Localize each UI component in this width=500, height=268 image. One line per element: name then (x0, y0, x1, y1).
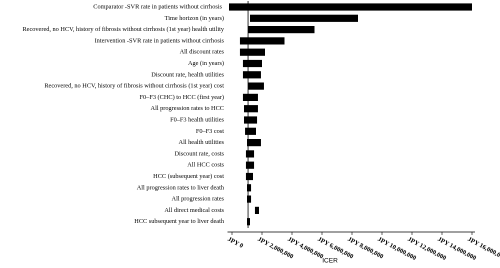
category-label: Recovered, no HCV, history of fibrosis w… (22, 26, 224, 33)
bar (245, 150, 255, 158)
bar (247, 218, 250, 226)
category-label: Time horizon (in years) (165, 15, 224, 22)
bar (247, 139, 261, 147)
category-label: All HCC costs (187, 162, 224, 169)
bar (248, 82, 264, 90)
category-label: All direct medical costs (164, 207, 224, 214)
category-label: All progression rates (172, 196, 225, 203)
bar (248, 26, 315, 34)
bar (245, 161, 255, 169)
category-label: Intervention -SVR rate in patients witho… (95, 37, 225, 44)
bar (242, 93, 258, 101)
x-axis-label: ICER (322, 258, 338, 265)
bar (245, 172, 253, 181)
bar (239, 48, 265, 56)
category-label: Recovered, no HCV, history of fibrosis w… (44, 83, 224, 90)
category-label: All progression rates to HCC (151, 105, 224, 112)
category-label: Discount rate, health utilities (151, 71, 224, 78)
category-label: HCC (subsequent year) cost (153, 173, 224, 180)
category-label: HCC subsequent year to liver death (134, 218, 225, 225)
category-label: Discount rate, costs (175, 150, 225, 157)
bar (229, 3, 472, 11)
category-label: F0–F3 (CHC) to HCC (first year) (140, 94, 224, 101)
bar (242, 71, 261, 79)
category-label: All discount rates (180, 49, 225, 56)
bar (239, 37, 285, 45)
bar (245, 127, 256, 135)
category-label: F0–F3 cost (196, 128, 224, 135)
category-label: F0–F3 health utilities (170, 116, 224, 123)
bar (247, 195, 252, 203)
bar (244, 116, 258, 124)
bar (242, 59, 262, 68)
category-label: Age (in years) (188, 60, 224, 67)
category-label: All health utilities (179, 139, 225, 146)
bar (247, 184, 252, 192)
x-tick-label: JPY 0 (226, 236, 244, 250)
bar (254, 206, 259, 214)
bar (250, 14, 358, 22)
category-label: All progression rates to liver death (137, 184, 225, 191)
bar (244, 105, 258, 113)
category-label: Comparator -SVR rate in patients without… (93, 3, 222, 10)
